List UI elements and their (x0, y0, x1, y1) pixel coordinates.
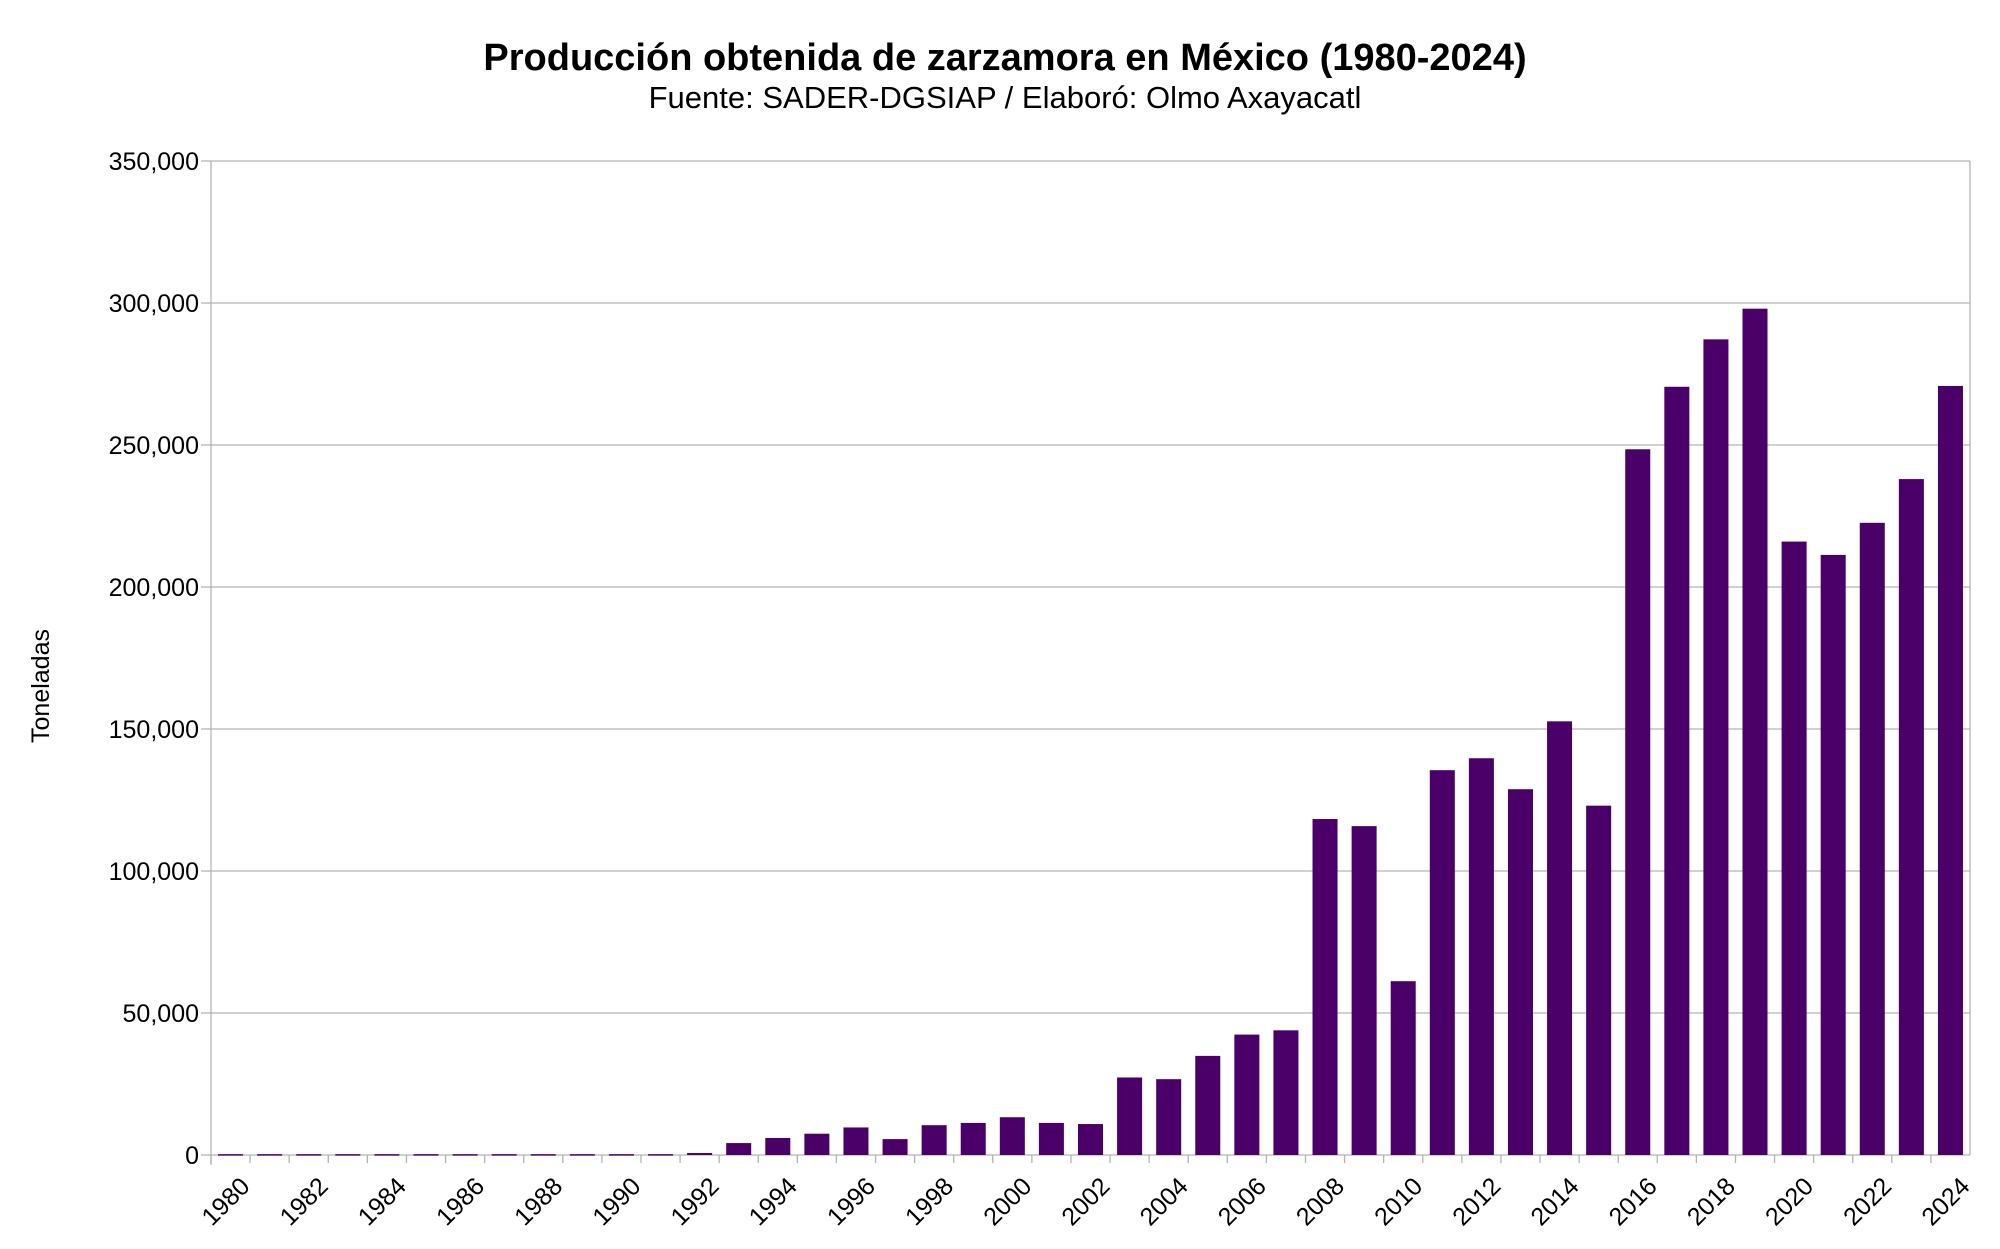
bar-1995 (804, 1133, 830, 1155)
bar-2002 (1077, 1124, 1104, 1155)
bar-2013 (1507, 789, 1533, 1155)
x-tick-label: 1994 (744, 1172, 803, 1231)
bar-1985 (413, 1154, 439, 1156)
bar-1980 (218, 1154, 244, 1156)
x-tick-label: 1998 (900, 1172, 959, 1231)
bar-2009 (1351, 826, 1377, 1155)
y-tick-label: 300,000 (109, 290, 199, 318)
x-tick-label: 2006 (1213, 1172, 1272, 1231)
bar-1990 (608, 1154, 634, 1156)
y-tick-label: 200,000 (109, 574, 199, 602)
chart-title: Producción obtenida de zarzamora en Méxi… (483, 37, 1526, 79)
x-tick-label: 2016 (1604, 1172, 1663, 1231)
bar-2020 (1781, 541, 1807, 1155)
x-tick-label: 2004 (1135, 1172, 1194, 1231)
x-tick-label: 1992 (665, 1172, 724, 1231)
x-tick-label: 2022 (1838, 1172, 1897, 1231)
y-tick-label: 350,000 (109, 148, 199, 176)
bar-2003 (1117, 1077, 1143, 1155)
bar-1989 (569, 1154, 595, 1156)
x-tick-label: 2014 (1525, 1172, 1584, 1231)
y-tick-label: 50,000 (123, 1000, 199, 1028)
x-tick-label: 2008 (1291, 1172, 1350, 1231)
bar-1986 (452, 1154, 478, 1156)
x-tick-label: 2024 (1916, 1172, 1975, 1231)
x-tick-label: 2018 (1682, 1172, 1741, 1231)
bar-2022 (1859, 522, 1885, 1155)
bar-1982 (296, 1154, 322, 1156)
x-tick-label: 2012 (1447, 1172, 1506, 1231)
x-tick-label: 2000 (978, 1172, 1037, 1231)
bar-1983 (335, 1154, 361, 1156)
bar-2000 (999, 1117, 1025, 1155)
x-tick-label: 1988 (509, 1172, 568, 1231)
bar-1998 (921, 1125, 947, 1155)
bar-2021 (1820, 554, 1846, 1155)
bar-2004 (1156, 1079, 1182, 1155)
y-tick-label: 250,000 (109, 432, 199, 460)
bar-2012 (1468, 758, 1494, 1155)
x-tick-label: 2020 (1760, 1172, 1819, 1231)
bar-2024 (1937, 385, 1963, 1156)
y-tick-label: 0 (185, 1142, 199, 1170)
bar-2011 (1429, 770, 1455, 1155)
y-axis-label: Toneladas (27, 629, 55, 743)
x-tick-label: 1990 (587, 1172, 646, 1231)
bar-1988 (530, 1154, 556, 1156)
bar-2023 (1898, 479, 1924, 1156)
bar-2005 (1195, 1055, 1221, 1155)
x-tick-label: 1984 (353, 1172, 412, 1231)
bar-1999 (960, 1122, 986, 1155)
x-tick-label: 2002 (1056, 1172, 1115, 1231)
bar-1993 (726, 1143, 752, 1155)
y-tick-label: 150,000 (109, 716, 199, 744)
bar-2010 (1390, 981, 1416, 1155)
x-tick-label: 1982 (275, 1172, 334, 1231)
bar-1987 (491, 1154, 517, 1156)
bar-2014 (1547, 721, 1573, 1155)
bar-1984 (374, 1154, 400, 1156)
bar-1992 (687, 1153, 713, 1155)
x-tick-label: 1996 (822, 1172, 881, 1231)
bar-1981 (257, 1154, 283, 1156)
x-tick-label: 2010 (1369, 1172, 1428, 1231)
bar-1996 (843, 1127, 869, 1155)
bar-2015 (1586, 805, 1612, 1155)
bar-1994 (765, 1137, 791, 1155)
x-tick-label: 1980 (196, 1172, 255, 1231)
bar-2006 (1234, 1034, 1260, 1155)
bar-1997 (882, 1139, 908, 1155)
bar-1991 (648, 1154, 674, 1156)
bar-2008 (1312, 819, 1338, 1155)
bar-2007 (1273, 1030, 1299, 1155)
bar-2001 (1038, 1122, 1064, 1155)
bar-2016 (1625, 449, 1651, 1155)
bar-2019 (1742, 308, 1768, 1155)
bar-2017 (1664, 386, 1690, 1155)
y-tick-label: 100,000 (109, 858, 199, 886)
x-tick-label: 1986 (431, 1172, 490, 1231)
bar-2018 (1703, 339, 1729, 1155)
chart-subtitle: Fuente: SADER-DGSIAP / Elaboró: Olmo Axa… (649, 80, 1362, 115)
